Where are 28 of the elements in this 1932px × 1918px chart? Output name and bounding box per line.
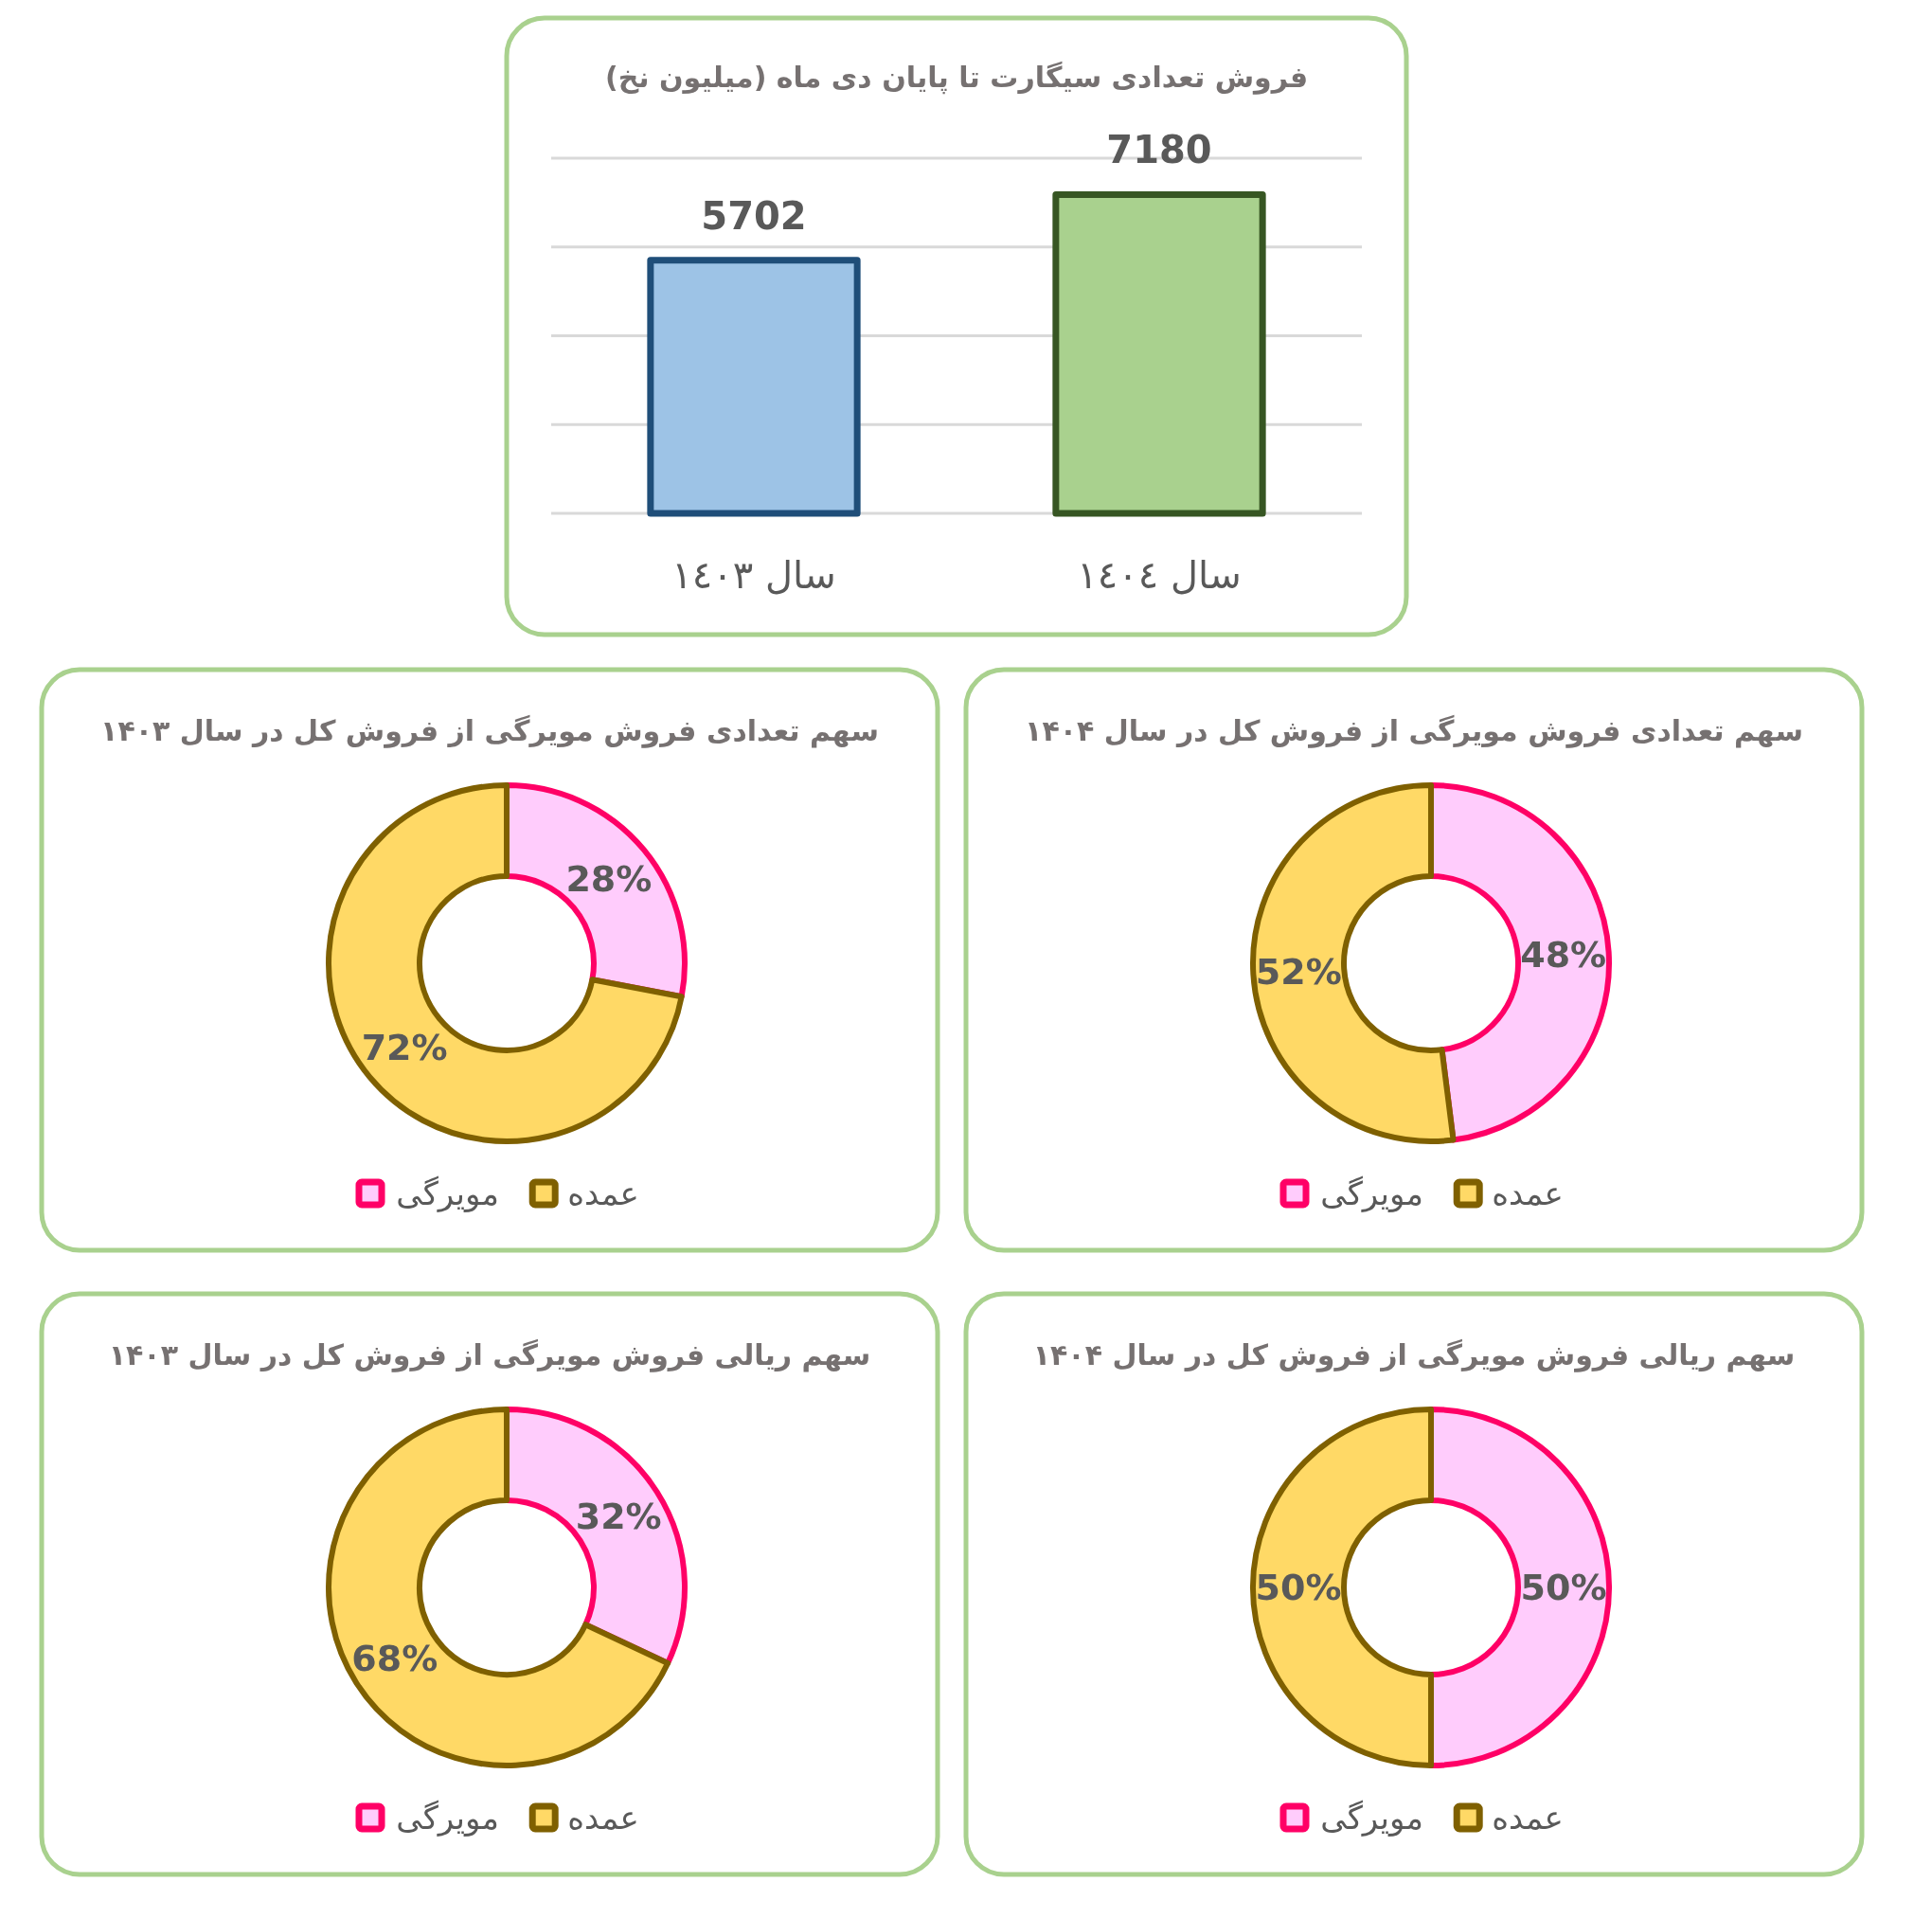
legend-label: مویرگی [396,1174,499,1213]
data-label: 28% [565,857,653,900]
data-label: 50% [1520,1567,1607,1608]
data-label: 7180 [1106,128,1212,172]
data-label: 52% [1255,950,1342,993]
data-label: 32% [575,1495,662,1537]
data-label: 48% [1520,934,1607,977]
legend-label: عمده [1492,1174,1564,1212]
chart-title: سهم تعدادی فروش مویرگی از فروش کل در سال ۱۴۰۳ [100,713,879,748]
data-label: 5702 [701,193,807,238]
legend-label: عمده [1492,1799,1564,1837]
legend-label: عمده [567,1174,639,1212]
legend-label: مویرگی [1320,1799,1423,1837]
donut-slice [1250,782,1457,1144]
chart-title: سهم ریالی فروش مویرگی از فروش کل در سال ۱۴۰۴ [1032,1337,1796,1372]
x-tick-label: سال ١٤٠٤ [1077,553,1242,597]
x-tick-label: سال ١٤٠٣ [671,553,836,597]
donut-slice [326,1407,671,1768]
data-label: 50% [1255,1567,1342,1608]
data-label: 68% [351,1638,438,1680]
data-label: 72% [361,1027,448,1069]
chart-title: سهم تعدادی فروش مویرگی از فروش کل در سال ۱۴۰۴ [1025,713,1803,748]
legend-label: مویرگی [396,1799,499,1837]
chart-title: فروش تعدادی سیگارت تا پایان دی ماه (میلیون نخ) [604,60,1309,95]
donut-slice [1250,1407,1434,1768]
legend-label: مویرگی [1320,1174,1423,1213]
legend-label: عمده [567,1799,639,1837]
chart-title: سهم ریالی فروش مویرگی از فروش کل در سال ۱۴۰۳ [108,1337,871,1372]
